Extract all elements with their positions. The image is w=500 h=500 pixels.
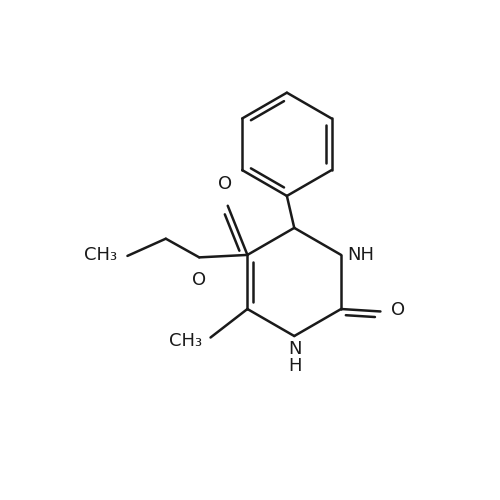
Text: NH: NH (347, 246, 374, 264)
Text: H: H (288, 356, 302, 374)
Text: N: N (288, 340, 302, 358)
Text: CH₃: CH₃ (84, 246, 117, 264)
Text: O: O (391, 302, 406, 320)
Text: CH₃: CH₃ (168, 332, 202, 350)
Text: O: O (192, 271, 206, 289)
Text: O: O (218, 176, 232, 194)
